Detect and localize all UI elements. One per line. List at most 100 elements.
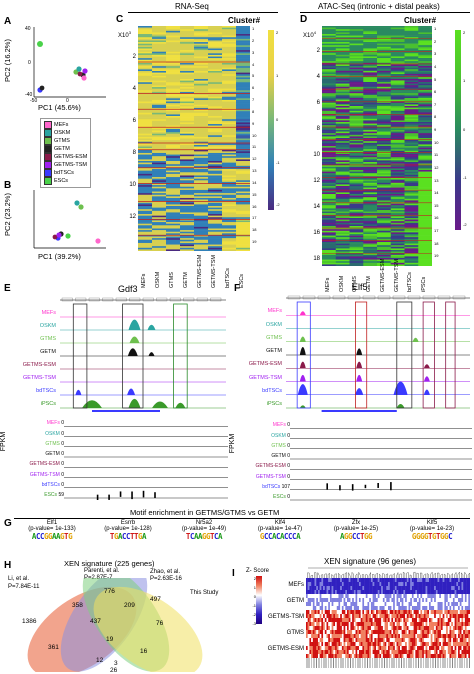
cluster-number: 7 [434,101,437,107]
cluster-number: 12 [252,156,257,162]
legend-swatch [44,129,52,137]
motif-row: Elf1 (p-value= 1e-133) ACCGGAAGTG Esrrb (p-v… [14,520,470,556]
heatmap-column-label: MEFs [325,277,331,292]
heatmap-column-label: GETMS-ESM [197,254,203,288]
panel-c-cluster-numbers: 1 2 3 4 5 6 7 8 9 10 11 12 13 14 15 16 17 18 19 [252,26,264,251]
legend-label: GTMS [54,137,70,144]
panel-i-row-labels: MEFs GETM GETMS-TSM GTMS GETMS-ESM [262,578,304,658]
motif-logo: Zfx (p-value= 1e-25) AGGCCTGG [318,520,394,541]
fpkm-label: GETMS-TSM 0 [255,473,290,480]
heatmap-column-label: iPSCs [420,276,427,292]
motif-sequence: AGGCCTGG [339,532,373,541]
fpkm-label: GETMS-TSM 0 [29,471,64,478]
panel-e-tracks [60,297,226,412]
motif-sequence: GGGGTGTGGC [411,532,453,541]
atac-seq-header: ATAC-Seq (intronic + distal peaks) [318,2,440,11]
panel-a-label: A [4,16,12,27]
legend-label: MEFs [54,121,69,128]
cluster-number: 19 [252,239,257,245]
venn-count: 26 [110,667,118,674]
pca-point [52,234,58,240]
heatmap-row-label: GETMS-TSM [268,614,304,620]
heatmap-row-label: GTMS [286,630,304,636]
cluster-number: 7 [252,97,255,103]
fpkm-label: OSKM 0 [45,430,64,437]
panel-d-exponent: X104 [303,30,316,39]
venn-count: 776 [104,588,115,595]
motif-logo: Nr5a2 (p-value= 1e-49) TCAAGGTCA [166,520,242,541]
pca-point [74,200,80,206]
cluster-number: 2 [434,38,437,44]
legend-swatch [44,161,52,169]
pca-point [37,41,43,47]
heatmap-column-label: OSKM [155,271,161,288]
cluster-number: 12 [434,164,439,170]
cluster-number: 10 [434,139,439,145]
legend-swatch [44,137,52,145]
panel-i-label: I [232,568,235,579]
legend-swatch [44,145,52,153]
atac-seq-header-rule [300,12,470,13]
pca-point [65,233,71,239]
pca-point [39,85,45,91]
venn-ellipse-this-study [93,586,203,672]
motif-pvalue: (p-value= 1e-47) [257,526,303,532]
track-label: OSKM [39,323,56,329]
panel-d-label: D [300,14,308,25]
panel-a-tick-y1: 0 [28,60,31,66]
legend-swatch [44,169,52,177]
panel-i-dendrogram [307,567,470,578]
track-label: GETMS-ESM [248,361,282,368]
cluster-number: 8 [434,114,437,120]
panel-b-xlabel: PC1 (39.2%) [38,252,81,261]
panel-a-tick-y2: -40 [25,92,33,98]
pca-legend: MEFs OSKM GTMS GETM GETMS-ESM GETMS-TSM … [40,118,92,188]
cluster-number: 10 [252,132,257,138]
venn-set2-name: Parenti, et al. [84,568,120,574]
cluster-number: 17 [434,228,439,234]
cluster-number: 15 [434,202,439,208]
motif-name: Klf5 [426,520,438,526]
cluster-number: 1 [434,26,437,31]
panel-f-fpkm-ylabel: FPKM [229,433,237,454]
cluster-number: 16 [434,215,439,221]
track-label: GTMS [40,336,56,342]
panel-i-colorbar [256,576,262,624]
track-label: GTMS [266,334,282,341]
fpkm-label: OSKM 0 [271,432,290,439]
panel-c-cluster-title: Cluster# [228,16,261,25]
motif-sequence: TGACCTTGA [109,532,147,541]
track-label: GETM [266,348,282,354]
panel-a-tick-x0: -50 [30,98,38,104]
panel-h-title: XEN signature (225 genes) [64,559,155,568]
motif-pvalue: (p-value= 1e-128) [104,526,152,532]
panel-i-colorbar-ticks: 2 1 0 -1 -2 -3 [252,576,256,626]
panel-f-track-names: MEFs OSKM GTMS GETM GETMS-ESM GETMS-TSM bdTSCs… [230,294,282,414]
panel-f-fpkm [290,428,472,501]
fpkm-label: GETMS-ESM 0 [29,461,64,468]
fpkm-label: ESCs 0 [273,494,290,500]
heatmap-column-label: bdTSCs [407,272,414,292]
motif-pvalue: (p-value= 1e-133) [28,526,76,532]
rna-seq-colorbar [268,30,274,210]
motif-sequence: TCAAGGTCA [185,532,223,541]
cluster-number: 4 [252,61,255,67]
venn-count: 19 [106,636,114,643]
legend-swatch [44,153,52,161]
legend-label: bdTSCs [54,169,74,176]
cluster-number: 6 [434,89,437,95]
legend-label: GETMS-TSM [54,161,87,168]
heatmap-column-label: GETMS-TSM [393,259,400,292]
motif-name: Elf1 [46,520,58,526]
cluster-number: 18 [252,227,257,233]
venn-set3-name: Zhao, et al. [150,569,181,575]
pca-point [76,66,82,72]
rna-seq-header: RNA-Seq [175,2,209,11]
legend-swatch [44,121,52,129]
heatmap-column-label: MEFs [141,273,147,288]
atac-seq-colorbar [455,30,461,230]
cluster-number: 3 [252,49,255,55]
motif-logo: Esrrb (p-value= 1e-128) TGACCTTGA [90,520,166,541]
panel-d-cluster-title: Cluster# [404,16,437,25]
ytick: 8 [132,150,136,156]
